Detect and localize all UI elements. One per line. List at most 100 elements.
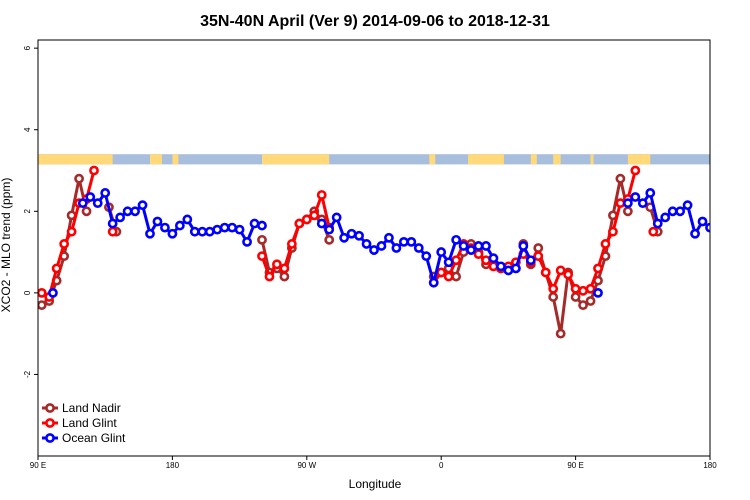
data-point xyxy=(279,271,290,282)
data-point xyxy=(59,239,70,249)
y-axis-title: XCO2 - MLO trend (ppm) xyxy=(0,178,13,313)
data-point xyxy=(107,218,118,229)
data-point xyxy=(622,206,633,217)
data-point xyxy=(89,165,99,176)
data-point xyxy=(466,245,476,255)
data-point xyxy=(570,292,581,302)
data-point xyxy=(548,283,559,294)
data-point xyxy=(257,234,267,245)
data-point xyxy=(369,245,379,255)
land-band-segment xyxy=(429,154,436,165)
data-point xyxy=(413,243,424,253)
data-point xyxy=(167,228,178,239)
data-point xyxy=(279,263,290,274)
data-point xyxy=(428,277,439,288)
data-point xyxy=(137,200,148,211)
data-point xyxy=(652,218,663,229)
data-point xyxy=(122,206,133,217)
data-point xyxy=(346,228,357,239)
data-point xyxy=(92,198,103,209)
data-point xyxy=(242,236,252,247)
data-point xyxy=(555,328,566,339)
data-point xyxy=(436,267,447,278)
data-point xyxy=(376,241,387,251)
data-point xyxy=(48,287,58,298)
data-point xyxy=(593,287,603,298)
data-point xyxy=(645,188,656,198)
land-band-segment xyxy=(172,154,179,165)
data-point xyxy=(637,198,648,209)
x-tick-label: 90 W xyxy=(297,461,316,470)
data-point xyxy=(585,296,596,306)
land-band-segment xyxy=(590,154,594,165)
data-point xyxy=(533,243,544,253)
legend-marker xyxy=(45,403,55,413)
data-point xyxy=(227,222,238,233)
data-point xyxy=(316,190,327,200)
land-band-segment xyxy=(150,154,162,165)
data-point xyxy=(697,216,708,227)
data-point xyxy=(197,226,208,237)
data-point xyxy=(257,220,267,231)
data-point xyxy=(398,236,409,247)
data-point xyxy=(212,224,223,235)
data-point xyxy=(219,222,230,233)
data-point xyxy=(145,228,155,239)
data-point xyxy=(481,241,491,251)
data-point xyxy=(107,226,118,237)
data-point xyxy=(309,210,320,221)
data-point xyxy=(667,206,678,217)
y-tick-label: 6 xyxy=(23,45,32,50)
y-tick-label: -2 xyxy=(23,370,32,378)
data-point xyxy=(324,234,335,245)
plot-frame xyxy=(37,39,711,457)
data-point xyxy=(384,232,394,243)
data-point xyxy=(540,267,551,278)
data-point xyxy=(301,214,312,225)
data-point xyxy=(555,265,566,276)
land-band-segment xyxy=(38,154,113,165)
land-band-segment xyxy=(530,154,537,165)
data-point xyxy=(443,257,454,268)
data-point xyxy=(331,212,342,223)
data-point xyxy=(38,287,47,298)
data-point xyxy=(257,251,267,262)
x-tick-label: 90 E xyxy=(30,461,46,470)
land-band-segment xyxy=(627,154,651,165)
data-point xyxy=(182,214,193,225)
data-point xyxy=(115,212,126,223)
data-point xyxy=(451,234,462,245)
chart-title: 35N-40N April (Ver 9) 2014-09-06 to 2018… xyxy=(200,13,550,30)
x-tick-label: 180 xyxy=(703,461,717,470)
land-ocean-band xyxy=(38,154,710,165)
data-point xyxy=(436,247,447,257)
data-point xyxy=(615,198,626,209)
data-point xyxy=(81,206,92,217)
series-land-nadir xyxy=(38,173,663,339)
data-point xyxy=(481,255,491,266)
data-point xyxy=(563,269,574,280)
data-point xyxy=(339,232,350,243)
data-point xyxy=(473,241,484,251)
y-tick-label: 4 xyxy=(23,127,32,132)
data-point xyxy=(391,243,402,253)
legend-marker xyxy=(45,433,55,443)
series-ocean-glint xyxy=(48,188,710,298)
data-point xyxy=(593,263,603,274)
data-point xyxy=(294,218,305,229)
data-point xyxy=(443,271,454,282)
data-point xyxy=(622,198,633,209)
data-point xyxy=(316,218,327,229)
data-point xyxy=(51,263,62,274)
x-axis-title: Longitude xyxy=(349,477,402,491)
data-point xyxy=(234,224,245,235)
data-point xyxy=(130,206,140,217)
series-line xyxy=(260,193,331,279)
data-point xyxy=(66,226,77,237)
data-point xyxy=(421,251,432,262)
legend-marker xyxy=(45,418,55,428)
data-point xyxy=(406,236,417,247)
data-point xyxy=(204,226,215,237)
data-point xyxy=(100,188,111,198)
